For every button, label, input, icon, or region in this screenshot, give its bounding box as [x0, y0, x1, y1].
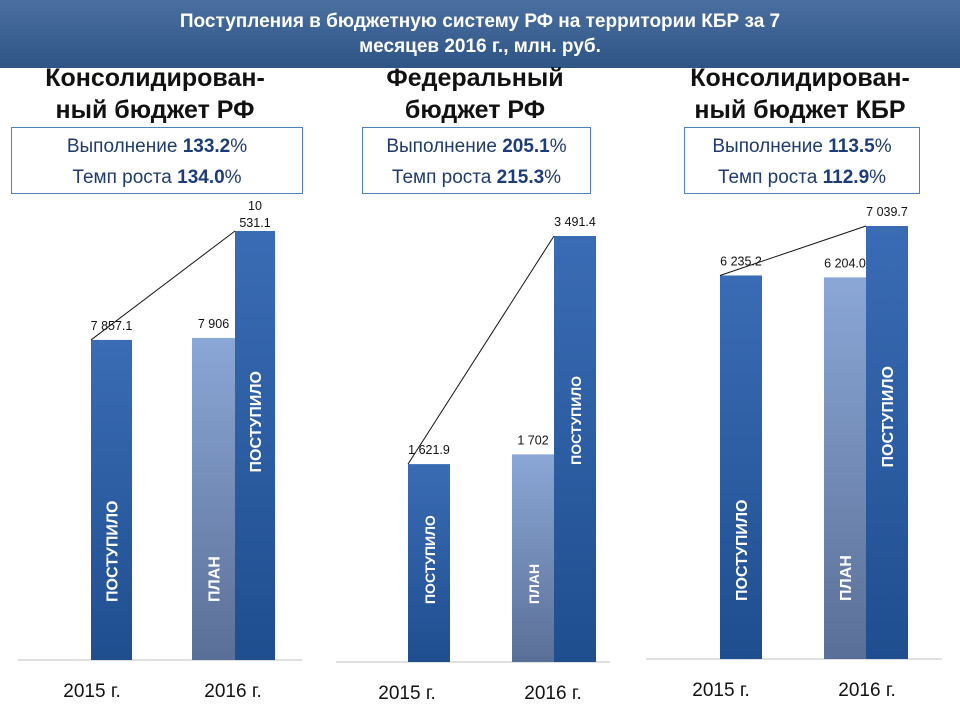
value-label: 1 702 — [517, 433, 548, 447]
panel-1-exec-rate: Выполнение 133.2% — [66, 136, 248, 157]
value-label: 6 204.0 — [824, 256, 866, 270]
panel-3-title-line-1: Консолидирован- — [690, 64, 910, 92]
value-label: 7 906 — [198, 317, 229, 331]
bar-received-1 — [720, 275, 762, 659]
panel-2-exec-rate: Выполнение 205.1% — [386, 136, 567, 157]
panel-1-kpi-box: Выполнение 133.2% Темп роста 134.0% — [11, 127, 303, 194]
growth-connector-line — [719, 225, 867, 276]
panel-1-title-line-1: Консолидирован- — [45, 64, 265, 92]
value-label: 7 039.7 — [866, 205, 908, 219]
panel-2-title-line-2: бюджет РФ — [404, 96, 546, 124]
chart-panel-1: 7 857.1 ПОСТУПИЛО 7 906 ПЛАН 10 531.1 ПОСТУПИЛ… — [18, 199, 302, 702]
bar-label-received: ПОСТУПИЛО — [880, 366, 897, 468]
bar-received-3 — [866, 226, 908, 659]
bar-plan-2 — [512, 454, 554, 662]
value-label: 3 491.4 — [554, 215, 596, 229]
value-label: 531.1 — [239, 216, 270, 230]
category-label: 2015 г. — [63, 681, 120, 702]
value-label: 7 857.1 — [91, 319, 133, 333]
panel-3-title-line-2: ный бюджет КБР — [694, 96, 906, 124]
bar-label-plan: ПЛАН — [207, 556, 224, 602]
panel-3-title: Консолидирован- ный бюджет КБР — [665, 62, 935, 126]
panel-1-title: Консолидирован- ный бюджет РФ — [20, 62, 290, 126]
bar-received-3 — [235, 231, 275, 660]
category-label: 2015 г. — [692, 680, 749, 701]
panel-1-title-line-2: ный бюджет РФ — [55, 96, 255, 124]
panel-2-growth-rate: Темп роста 215.3% — [391, 167, 562, 188]
bar-label-plan: ПЛАН — [526, 564, 542, 604]
bar-label-received: ПОСТУПИЛО — [568, 376, 584, 465]
panel-1-growth-rate: Темп роста 134.0% — [72, 167, 242, 188]
value-label: 1 621.9 — [408, 443, 450, 457]
bar-label-received: ПОСТУПИЛО — [422, 515, 438, 604]
header-title-line-1: Поступления в бюджетную систему РФ на те… — [179, 11, 781, 32]
growth-connector-line — [407, 235, 555, 465]
header-title-line-2: месяцев 2016 г., млн. руб. — [359, 36, 601, 57]
chart-panel-2: 1 621.9 ПОСТУПИЛО 1 702 ПЛАН 3 491.4 ПОСТУПИЛ… — [336, 215, 610, 704]
bar-label-plan: ПЛАН — [838, 555, 855, 601]
growth-connector-line — [90, 230, 236, 341]
value-label: 10 — [248, 199, 262, 213]
bar-received-3 — [554, 236, 596, 662]
panel-2-kpi-box: Выполнение 205.1% Темп роста 215.3% — [362, 127, 591, 194]
bar-plan-2 — [192, 337, 235, 660]
category-label: 2016 г. — [838, 680, 895, 701]
panel-2-title: Федеральный бюджет РФ — [340, 62, 610, 126]
panel-2-title-line-1: Федеральный — [386, 64, 564, 92]
bar-plan-2 — [824, 277, 866, 659]
panel-3-kpi-box: Выполнение 113.5% Темп роста 112.9% — [684, 127, 920, 194]
chart-panel-3: 6 235.2 ПОСТУПИЛО 6 204.0 ПЛАН 7 039.7 ПОСТУП… — [646, 205, 942, 701]
bar-received-1 — [91, 339, 132, 660]
value-label: 6 235.2 — [720, 254, 762, 268]
bar-received-1 — [408, 464, 450, 662]
bar-label-received: ПОСТУПИЛО — [105, 501, 122, 603]
bar-label-received: ПОСТУПИЛО — [248, 371, 265, 473]
bar-label-received: ПОСТУПИЛО — [734, 500, 751, 602]
category-label: 2016 г. — [204, 681, 261, 702]
slide-header: Поступления в бюджетную систему РФ на те… — [0, 0, 960, 68]
category-label: 2016 г. — [524, 683, 581, 704]
panel-3-exec-rate: Выполнение 113.5% — [712, 136, 892, 157]
panel-3-growth-rate: Темп роста 112.9% — [717, 167, 887, 188]
category-label: 2015 г. — [378, 683, 435, 704]
